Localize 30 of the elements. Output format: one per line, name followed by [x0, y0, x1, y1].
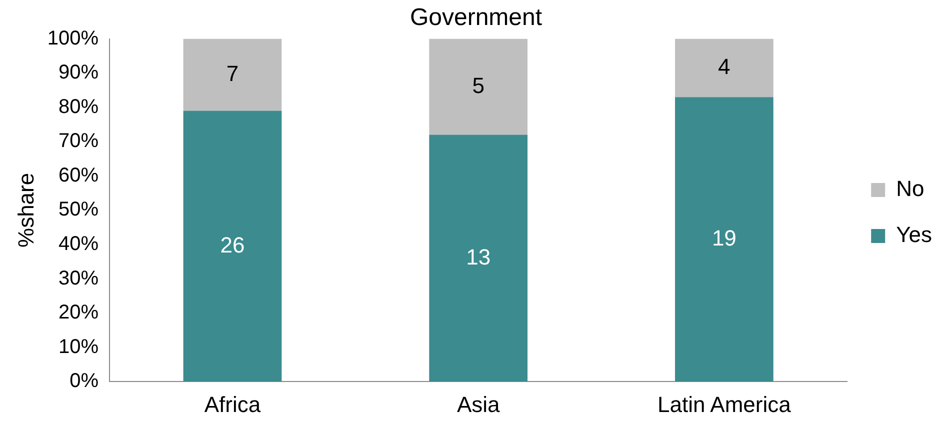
x-tick-label: Africa [204, 392, 262, 417]
annotation: 5 [472, 72, 484, 98]
annotation: 7 [226, 60, 239, 86]
legend-label: Yes [896, 222, 932, 248]
y-tick-label: 60% [58, 164, 99, 186]
y-tick-label: 30% [58, 267, 99, 290]
legend-label: No [896, 176, 924, 202]
y-tick-label: 70% [58, 130, 99, 152]
x-tick-label: Latin America [658, 392, 792, 417]
y-tick-label: 20% [58, 302, 99, 324]
y-tick-label: 10% [58, 336, 99, 358]
chart-title: Government [410, 4, 542, 32]
y-tick-label: 50% [58, 198, 99, 221]
y-tick-label: 100% [47, 27, 99, 50]
bar [675, 38, 774, 98]
y-tick-label: 0% [70, 370, 99, 392]
x-tick-label: Asia [456, 392, 500, 417]
annotation: 13 [466, 244, 491, 270]
y-tick-label: 80% [58, 96, 99, 118]
annotation: 19 [712, 225, 736, 250]
bar [429, 38, 528, 135]
y-axis-title: %share [13, 172, 38, 248]
annotation: 4 [718, 54, 730, 79]
bar [183, 38, 282, 111]
bar [675, 97, 774, 382]
y-tick-label: 90% [58, 62, 99, 84]
bar [429, 134, 528, 382]
bar [183, 110, 282, 382]
y-tick-label: 40% [58, 232, 99, 255]
annotation: 26 [220, 232, 245, 258]
